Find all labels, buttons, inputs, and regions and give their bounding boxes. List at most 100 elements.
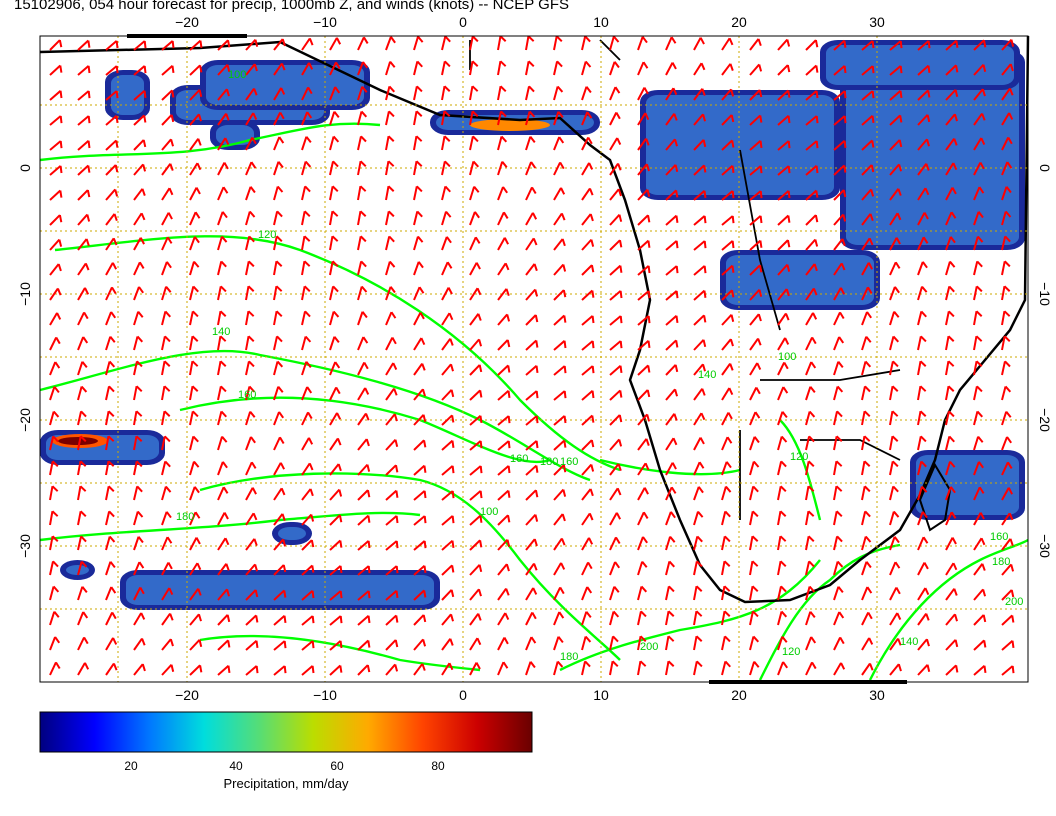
wind-barb — [329, 235, 339, 251]
wind-barb — [469, 414, 483, 426]
barb-staff — [301, 211, 306, 226]
barb-staff — [133, 237, 142, 251]
barb-staff — [693, 113, 704, 126]
barb-staff — [889, 89, 902, 101]
barb-staff — [441, 36, 447, 51]
wind-barb — [441, 389, 455, 401]
barb-staff — [49, 661, 57, 676]
barb-staff — [889, 139, 901, 151]
barb-flag — [192, 435, 199, 443]
barb-flag — [920, 335, 927, 343]
barb-flag — [82, 336, 89, 344]
contour-label: 160 — [990, 531, 1008, 543]
barb-flag — [111, 611, 117, 620]
barb-flag — [810, 361, 817, 369]
wind-barb — [609, 340, 623, 351]
barb-flag — [304, 335, 312, 343]
contour-label: 120 — [258, 229, 276, 241]
wind-barb — [273, 538, 287, 551]
barb-staff — [105, 611, 114, 626]
wind-barb — [189, 562, 202, 576]
barb-flag — [444, 35, 451, 43]
barb-flag — [978, 186, 985, 194]
barb-staff — [945, 113, 956, 126]
wind-barb — [917, 613, 930, 626]
wind-barb — [861, 586, 873, 601]
colorbar-tick: 60 — [330, 759, 344, 773]
barb-flag — [809, 386, 816, 394]
barb-staff — [973, 361, 978, 376]
wind-barb — [609, 660, 619, 676]
wind-barb — [861, 385, 871, 401]
wind-barb — [1001, 87, 1014, 101]
barb-flag — [950, 486, 956, 494]
wind-barb — [637, 389, 651, 401]
barb-staff — [245, 137, 254, 151]
wind-barb — [805, 90, 819, 101]
wind-barb — [133, 561, 145, 576]
barb-staff — [273, 38, 284, 51]
barb-staff — [357, 186, 362, 201]
barb-staff — [329, 565, 342, 576]
wind-barb — [581, 315, 595, 326]
wind-barb — [833, 90, 847, 101]
wind-barb — [665, 265, 679, 276]
wind-barb — [945, 537, 957, 551]
barb-staff — [889, 361, 894, 376]
barb-staff — [77, 436, 82, 451]
wind-barb — [49, 312, 62, 326]
wind-barb — [609, 264, 623, 276]
barb-staff — [329, 539, 341, 551]
wind-barb — [609, 162, 622, 176]
barb-flag — [531, 611, 537, 620]
wind-barb — [805, 312, 818, 326]
barb-staff — [917, 511, 924, 526]
barb-staff — [49, 611, 56, 626]
barb-flag — [534, 489, 539, 498]
barb-staff — [245, 665, 258, 676]
barb-staff — [273, 436, 281, 451]
barb-staff — [805, 336, 814, 351]
barb-flag — [110, 586, 117, 594]
barb-flag — [729, 363, 734, 371]
barb-flag — [731, 265, 735, 273]
wind-barb — [805, 661, 817, 676]
barb-staff — [553, 289, 565, 301]
precip-cell — [120, 570, 440, 610]
barb-flag — [530, 161, 537, 169]
wind-barb — [777, 214, 791, 226]
wind-barb — [217, 260, 227, 276]
wind-barb — [1001, 285, 1011, 301]
wind-barb — [1001, 639, 1015, 651]
barb-flag — [557, 111, 564, 119]
barb-flag — [557, 636, 564, 644]
wind-barb — [1001, 235, 1011, 251]
wind-barb — [889, 65, 903, 76]
wind-barb — [917, 138, 930, 151]
wind-barb — [273, 87, 286, 101]
barb-flag — [135, 385, 143, 393]
wind-barb — [637, 438, 650, 451]
wind-barb — [693, 62, 706, 76]
barb-flag — [759, 190, 763, 199]
wind-barb — [105, 385, 115, 401]
wind-barb — [833, 311, 845, 326]
barb-flag — [113, 213, 118, 222]
barb-staff — [497, 588, 507, 601]
barb-flag — [416, 210, 423, 218]
barb-flag — [390, 311, 397, 319]
wind-barb — [301, 335, 312, 351]
wind-barb — [413, 135, 423, 151]
wind-barb — [749, 635, 760, 651]
barb-flag — [977, 235, 984, 243]
barb-staff — [777, 263, 789, 276]
wind-barb — [273, 386, 284, 401]
barb-flag — [613, 35, 620, 43]
wind-barb — [245, 161, 257, 176]
barb-flag — [751, 560, 759, 567]
barb-flag — [919, 410, 927, 417]
barb-staff — [581, 537, 590, 551]
barb-flag — [837, 586, 844, 594]
barb-flag — [675, 190, 679, 198]
wind-barb — [497, 313, 511, 326]
